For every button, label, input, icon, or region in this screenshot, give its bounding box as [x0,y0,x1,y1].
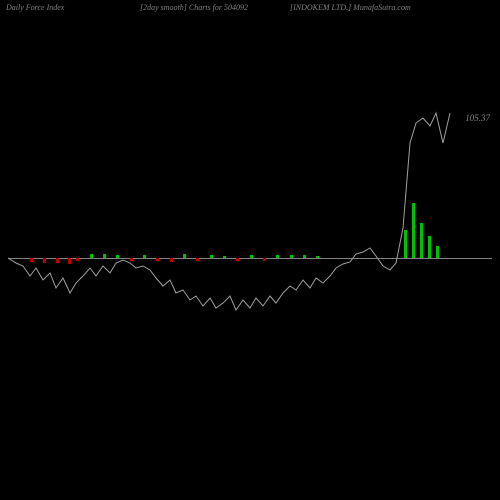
bar [236,258,239,261]
bar [68,258,71,264]
bar [436,246,439,258]
bar [43,258,46,263]
bar [223,256,226,258]
bar [210,255,213,258]
bar [196,258,199,261]
bar [420,223,423,258]
bar [56,258,59,263]
bar [290,255,293,258]
bar [250,255,253,258]
bar [316,256,319,258]
bar [103,254,106,258]
bar [116,255,119,258]
bar [156,258,159,261]
bar [90,254,93,258]
bar [143,255,146,258]
chart-area: 105.37 [8,18,492,492]
bar [183,254,186,258]
bar [303,255,306,258]
bar [76,258,79,261]
header-title-right: [INDOKEM LTD.] MunafaSutra.com [290,3,411,12]
header-title-center: [2day smooth] Charts for 504092 [140,3,248,12]
bar [404,230,407,258]
bar [170,258,173,262]
bar [428,236,431,258]
bar [130,258,133,261]
bar [263,258,266,261]
bar [412,203,415,258]
chart-header: Daily Force Index [2day smooth] Charts f… [0,3,500,17]
header-title-left: Daily Force Index [6,3,64,12]
bar [276,255,279,258]
bar [30,258,33,262]
